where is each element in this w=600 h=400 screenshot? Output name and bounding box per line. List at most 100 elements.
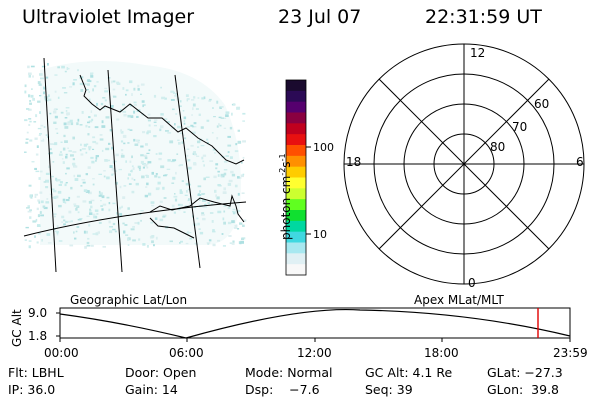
speckle	[87, 80, 92, 83]
speckle	[146, 152, 150, 154]
speckle	[58, 240, 63, 242]
speckle	[154, 175, 158, 178]
speckle	[34, 235, 36, 238]
meridian-2	[107, 69, 123, 273]
speckle	[129, 80, 133, 84]
speckle	[73, 203, 77, 205]
speckle	[46, 233, 51, 236]
speckle	[65, 155, 68, 159]
speckle	[40, 124, 44, 127]
speckle	[58, 204, 62, 208]
speckle	[140, 219, 142, 222]
speckle	[176, 153, 179, 155]
speckle	[180, 240, 183, 243]
speckle-field	[24, 63, 247, 249]
speckle	[127, 142, 130, 144]
speckle	[60, 111, 64, 114]
speckle	[107, 159, 111, 162]
speckle	[108, 208, 111, 212]
speckle	[197, 185, 202, 188]
time-label: 22:31:59 UT	[425, 6, 542, 28]
speckle	[52, 161, 55, 163]
speckle	[56, 231, 59, 234]
speckle	[171, 182, 175, 184]
speckle	[170, 90, 174, 93]
speckle	[95, 155, 99, 158]
speckle	[146, 182, 149, 186]
speckle	[35, 170, 40, 173]
speckle	[197, 97, 200, 99]
speckle	[125, 93, 127, 96]
colorbar-band	[286, 134, 306, 146]
speckle	[155, 153, 158, 155]
speckle	[227, 135, 231, 138]
speckle	[122, 87, 125, 90]
speckle	[174, 95, 178, 97]
speckle	[72, 151, 77, 153]
speckle	[137, 165, 141, 169]
speckle	[64, 140, 68, 143]
speckle	[158, 152, 163, 155]
speckle	[63, 134, 66, 138]
speckle	[81, 179, 86, 181]
speckle	[155, 173, 158, 175]
speckle	[154, 217, 158, 220]
speckle	[86, 83, 90, 86]
orbit-plot	[56, 307, 571, 342]
speckle	[54, 230, 58, 233]
speckle	[144, 156, 148, 160]
speckle	[29, 216, 32, 219]
speckle	[116, 118, 120, 121]
speckle	[101, 208, 104, 211]
speckle	[28, 123, 31, 126]
speckle	[232, 103, 236, 105]
speckle	[101, 149, 104, 152]
speckle	[166, 168, 171, 170]
speckle	[102, 203, 107, 206]
speckle	[37, 100, 41, 103]
speckle	[125, 160, 127, 163]
speckle	[91, 160, 95, 164]
speckle	[69, 119, 73, 123]
speckle	[62, 198, 66, 202]
speckle	[85, 230, 88, 234]
speckle	[174, 198, 178, 202]
speckle	[53, 215, 56, 218]
mlt-12-label: 12	[470, 46, 486, 60]
speckle	[140, 154, 144, 157]
speckle	[55, 195, 59, 199]
speckle	[216, 196, 220, 200]
speckle	[63, 92, 68, 94]
speckle	[130, 169, 133, 173]
speckle	[37, 127, 42, 130]
speckle	[234, 184, 238, 188]
speckle	[35, 153, 39, 156]
speckle	[188, 198, 190, 201]
speckle	[215, 194, 217, 198]
speckle	[229, 156, 233, 159]
speckle	[186, 148, 190, 150]
speckle	[82, 181, 86, 184]
speckle	[158, 176, 161, 179]
colorbar-band	[286, 101, 306, 114]
speckle	[122, 110, 127, 113]
speckle	[88, 224, 91, 227]
speckle	[104, 159, 108, 162]
speckle	[155, 187, 160, 191]
speckle	[54, 74, 58, 76]
speckle	[89, 209, 92, 212]
speckle	[194, 126, 197, 128]
speckle	[223, 169, 228, 171]
speckle	[233, 227, 238, 229]
speckle	[80, 89, 84, 92]
speckle	[89, 98, 91, 101]
mlat-60-label: 60	[534, 97, 550, 111]
speckle	[201, 212, 205, 216]
speckle	[112, 173, 115, 175]
speckle	[131, 155, 133, 159]
speckle	[214, 152, 217, 154]
speckle	[43, 181, 46, 183]
colorbar-tick-100-label: 100	[313, 141, 334, 154]
speckle	[48, 94, 50, 98]
speckle	[90, 205, 93, 209]
